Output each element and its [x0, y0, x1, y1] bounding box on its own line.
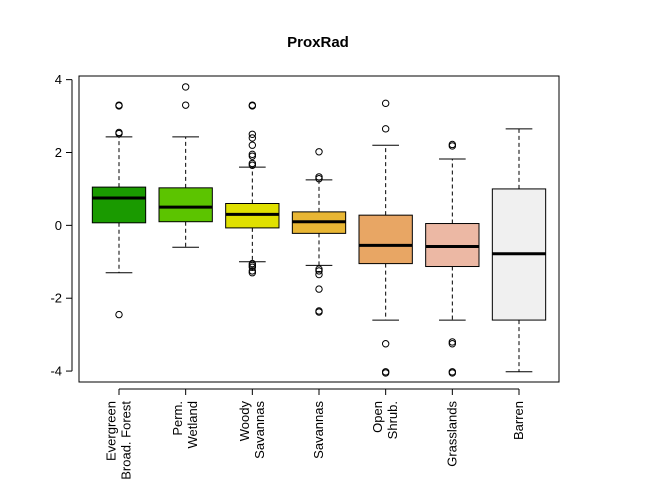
- x-category-label: Savannas: [311, 401, 326, 459]
- outlier-point: [181, 101, 190, 109]
- x-category-label: Perm.: [170, 401, 185, 436]
- outlier-point: [381, 99, 390, 108]
- outlier-point: [448, 340, 457, 348]
- x-category-label: Shrub.: [385, 401, 400, 439]
- outlier-point: [315, 148, 323, 156]
- outlier-point: [381, 369, 390, 377]
- plot-frame: [78, 75, 560, 383]
- x-category-label: Open: [370, 401, 385, 433]
- x-category-label: Barren: [511, 401, 526, 440]
- outlier-point: [248, 152, 257, 160]
- x-category-label: Grasslands: [444, 401, 459, 467]
- outlier-point: [181, 83, 190, 91]
- box: [91, 186, 147, 224]
- outlier-point: [248, 141, 257, 149]
- box-group: [291, 148, 347, 316]
- x-category-label: Broad. Forest: [119, 401, 134, 480]
- x-category-label: Evergreen: [104, 401, 119, 461]
- x-category-label: Savannas: [252, 401, 267, 459]
- box: [158, 187, 213, 223]
- outlier-point: [248, 161, 257, 169]
- outlier-point: [248, 134, 257, 142]
- outlier-point: [115, 310, 123, 319]
- outlier-point: [248, 130, 257, 138]
- outlier-point: [381, 125, 390, 133]
- box-group: [491, 128, 547, 373]
- outlier-point: [115, 129, 123, 138]
- outlier-point: [315, 270, 323, 279]
- outlier-point: [381, 340, 390, 348]
- y-tick-label: -4: [50, 364, 62, 379]
- y-tick-label: -2: [50, 291, 62, 306]
- outlier-point: [115, 102, 123, 110]
- box: [358, 214, 413, 265]
- y-tick-label: 4: [55, 72, 62, 87]
- outlier-point: [315, 267, 323, 275]
- x-category-label: Wetland: [185, 401, 200, 448]
- box-group: [358, 99, 413, 377]
- y-tick-label: 0: [55, 218, 62, 233]
- box-group: [158, 83, 213, 248]
- outlier-point: [248, 263, 257, 271]
- box-group: [91, 101, 147, 319]
- outlier-point: [448, 142, 457, 150]
- outlier-point: [315, 308, 323, 316]
- outlier-point: [248, 269, 257, 277]
- y-tick-label: 2: [55, 145, 62, 160]
- chart-title: ProxRad: [287, 34, 349, 51]
- box-group: [425, 140, 480, 377]
- outlier-point: [315, 285, 323, 293]
- outlier-point: [315, 175, 323, 183]
- x-category-label: Woody: [237, 401, 252, 442]
- outlier-point: [448, 369, 457, 377]
- box-group: [225, 101, 280, 277]
- outlier-point: [248, 102, 257, 110]
